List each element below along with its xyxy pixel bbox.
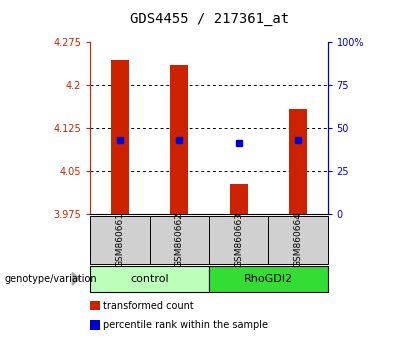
Bar bbox=[230, 184, 247, 214]
Text: genotype/variation: genotype/variation bbox=[4, 274, 97, 284]
Text: GSM860664: GSM860664 bbox=[294, 212, 302, 267]
Bar bbox=[171, 65, 188, 214]
Bar bbox=[209, 266, 328, 292]
Text: percentile rank within the sample: percentile rank within the sample bbox=[103, 320, 268, 330]
Bar bbox=[209, 216, 268, 264]
Text: GSM860662: GSM860662 bbox=[175, 212, 184, 267]
Text: GSM860663: GSM860663 bbox=[234, 212, 243, 267]
Text: control: control bbox=[130, 274, 169, 284]
Text: RhoGDI2: RhoGDI2 bbox=[244, 274, 293, 284]
Bar bbox=[150, 216, 209, 264]
Bar bbox=[90, 216, 150, 264]
Bar bbox=[289, 109, 307, 214]
Bar bbox=[90, 266, 209, 292]
Text: GDS4455 / 217361_at: GDS4455 / 217361_at bbox=[131, 12, 289, 27]
Bar bbox=[268, 216, 328, 264]
Bar bbox=[111, 60, 129, 214]
Text: GSM860661: GSM860661 bbox=[116, 212, 124, 267]
Text: transformed count: transformed count bbox=[103, 301, 194, 310]
